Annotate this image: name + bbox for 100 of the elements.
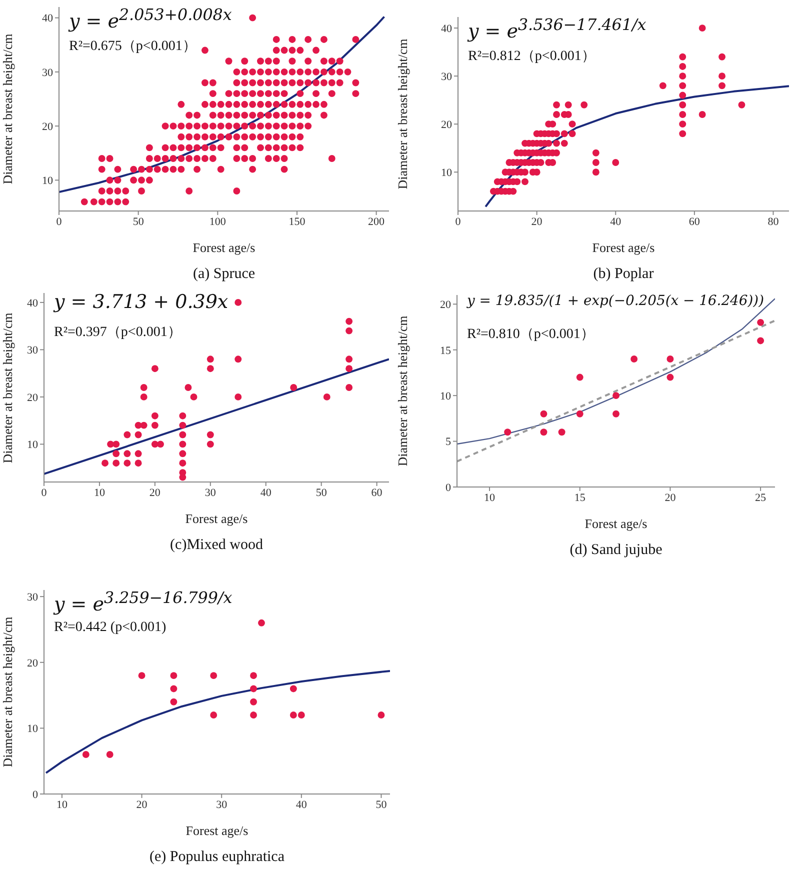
point [140,384,148,391]
point [540,410,548,418]
x-tick-label: 40 [296,798,308,811]
y-tick-label: 20 [27,657,38,670]
y-tick-label: 10 [441,167,452,180]
x-axis-title: Forest age/s [184,511,249,527]
x-tick-label: 30 [204,486,216,499]
x-axis-title: Forest age/s [584,516,648,532]
x-tick-label: 0 [56,216,62,228]
point [206,356,214,363]
point [179,460,186,467]
x-tick-label: 20 [149,486,161,499]
point [234,393,242,400]
point [179,412,186,420]
x-tick-label: 25 [755,492,767,504]
text: (e) Populus euphratica [148,849,286,866]
point [170,698,178,706]
point [298,712,305,719]
y-axis-title: Diameter at breast height/cm [0,616,16,770]
annotation: y = e$^{2.053+0.008x}$ [69,5,232,32]
x-tick-label: 100 [209,216,226,228]
y-axis-title: Diameter at breast height/cm [395,38,411,192]
x-tick-label: 150 [288,216,306,228]
y-tick-label: 40 [42,12,54,25]
point [234,356,242,363]
point [206,365,214,372]
x-tick-label: 20 [136,798,148,811]
point [151,365,158,372]
y-tick-label: 10 [27,723,38,736]
annotation: y = 3.713 + 0.39x [54,291,228,313]
x-tick-label: 50 [132,216,144,228]
point [210,712,218,719]
point [102,460,108,467]
y-tick-label: 20 [441,118,452,131]
point [157,440,164,448]
point [140,393,148,400]
point [290,384,298,391]
annotation: y = 19.835/(1 + exp(−0.205(x − 16.246))) [467,293,764,309]
annotation: R²=0.675（p<0.001） [69,38,196,55]
line-series [44,670,390,774]
point [134,450,142,458]
annotation: R²=0.442 (p<0.001) [54,620,166,636]
point [206,440,214,448]
point [134,460,142,467]
point [250,698,257,706]
point [170,672,178,680]
point [124,460,131,467]
y-tick-label: 5 [446,436,452,448]
point [612,392,620,400]
point [140,422,148,429]
point [190,393,198,400]
point [378,712,385,719]
point [234,298,242,306]
point [346,365,353,372]
x-tick-label: 30 [216,798,228,811]
point [630,356,638,362]
point [210,672,218,680]
text: (a) Spruce [192,266,256,283]
point [179,422,186,429]
point [112,460,120,467]
point [179,431,186,438]
point [82,751,90,758]
point [323,393,330,400]
y-tick-label: 10 [440,390,452,402]
y-tick-label: 10 [42,175,54,188]
y-axis-title: Diameter at breast height/cm [0,32,16,186]
point [346,356,353,363]
x-tick-label: 10 [94,486,106,499]
point [250,672,257,680]
y-tick-label: 40 [441,22,452,35]
point [124,450,131,458]
point [576,410,584,418]
x-tick-label: 10 [484,492,496,504]
y-tick-label: 20 [27,392,38,404]
y-tick-label: 40 [27,297,38,310]
x-tick-label: 0 [455,216,462,228]
x-axis-title: Forest age/s [192,240,256,256]
point [206,431,214,438]
y-axis-title: Diameter at breast height/cm [395,314,411,468]
x-tick-label: 40 [260,486,272,499]
x-tick-label: 60 [371,486,383,499]
point [179,440,186,448]
x-tick-label: 50 [316,486,328,499]
point [151,412,158,420]
y-tick-label: 30 [27,344,38,357]
annotation: y = e$^{3.536−17.461/x}$ [468,15,646,42]
text: (d) Sand jujube [568,542,664,559]
x-tick-label: 20 [664,492,676,504]
annotation: R²=0.810（p<0.001） [467,326,594,343]
annotation: R²=0.397（p<0.001） [54,324,182,341]
point [112,450,120,458]
point [346,327,353,334]
point [666,356,674,362]
point [151,422,158,429]
line-series [484,85,789,208]
point [757,318,764,326]
y-tick-label: 30 [42,66,54,79]
point [558,428,566,436]
point [138,672,146,680]
point [134,431,142,438]
